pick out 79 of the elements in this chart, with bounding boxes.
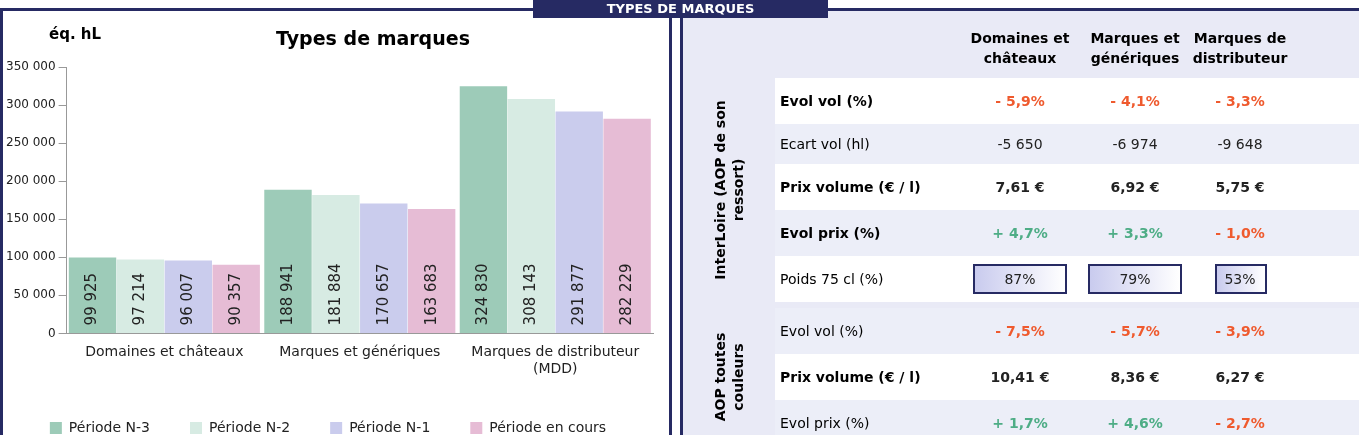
data-label: 97 214 — [130, 272, 149, 326]
text: 10,41 € — [990, 369, 1050, 385]
text: -5 650 — [997, 136, 1043, 152]
text: + 4,7% — [992, 225, 1048, 241]
y-tick-label: 150 000 — [6, 211, 56, 226]
bar — [360, 203, 408, 333]
bar — [603, 118, 651, 333]
y-tick-label: 200 000 — [6, 173, 56, 188]
y-axis-title: éq. hL — [49, 25, 102, 43]
text: 8,36 € — [1110, 369, 1160, 385]
data-label: 291 877 — [569, 263, 588, 326]
text: - 4,1% — [1110, 93, 1160, 109]
y-tick-label: 250 000 — [6, 135, 56, 150]
category-label: Evol vol (%) — [780, 323, 864, 339]
bar — [264, 189, 312, 333]
text: - 7,5% — [995, 323, 1045, 339]
category-label: Evol prix (%) — [780, 415, 870, 431]
x-tick-label: Marques et génériques — [279, 343, 441, 360]
data-label: 282 229 — [616, 263, 635, 326]
legend-label: Période N-2 — [209, 418, 291, 435]
data-label: 181 884 — [325, 263, 344, 326]
legend-label: Période en cours — [489, 418, 607, 435]
text: 87% — [1004, 271, 1036, 287]
category-label: Marques et génériques — [1090, 30, 1180, 66]
y-tick-label: 50 000 — [13, 287, 56, 302]
bar — [68, 257, 117, 333]
data-label: 188 941 — [277, 263, 296, 326]
text: + 3,3% — [1107, 225, 1163, 241]
text: 53% — [1224, 271, 1256, 287]
text: - 3,9% — [1215, 323, 1265, 339]
category-label: Evol prix (%) — [780, 225, 881, 241]
category-label: Evol vol (%) — [780, 93, 874, 109]
bar — [164, 260, 212, 333]
chart-title: Types de marques — [276, 27, 470, 49]
text: - 5,7% — [1110, 323, 1160, 339]
category-label: Ecart vol (hl) — [780, 136, 870, 152]
category-label: Prix volume (€ / l) — [780, 179, 921, 195]
y-tick-label: 350 000 — [6, 59, 56, 74]
bar — [507, 99, 556, 333]
data-label: 96 007 — [178, 272, 197, 326]
data-label: 99 925 — [82, 272, 101, 326]
text: - 5,9% — [995, 93, 1045, 109]
bar — [555, 111, 603, 333]
text: -6 974 — [1112, 136, 1158, 152]
x-tick-label: Marques de distributeur (MDD) — [471, 343, 640, 377]
legend-label: Période N-3 — [68, 418, 151, 435]
y-tick-label: 300 000 — [6, 97, 56, 112]
data-label: 170 657 — [373, 263, 392, 326]
text: 6,27 € — [1215, 369, 1265, 385]
text: InterLoire (AOP de son ressort) — [711, 99, 747, 282]
text: - 3,3% — [1215, 93, 1265, 109]
data-label: 163 683 — [421, 263, 440, 326]
x-tick-label: Domaines et châteaux — [85, 343, 244, 360]
bar — [312, 195, 360, 333]
y-tick-label: 100 000 — [6, 249, 56, 264]
text: TYPES DE MARQUES — [533, 0, 828, 18]
legend-label: Période N-1 — [349, 418, 431, 435]
data-label: 90 357 — [226, 272, 245, 326]
data-label: 308 143 — [521, 263, 540, 326]
category-label: Poids 75 cl (%) — [780, 271, 884, 287]
bar — [459, 86, 508, 333]
category-label: Marques de distributeur — [1191, 29, 1289, 68]
category-label: Domaines et châteaux — [969, 29, 1071, 68]
bar — [116, 259, 165, 333]
data-label: 324 830 — [473, 263, 492, 326]
bar — [212, 264, 260, 333]
text: - 1,0% — [1215, 225, 1265, 241]
text: 6,92 € — [1110, 179, 1160, 195]
text: + 1,7% — [992, 415, 1048, 431]
text: 79% — [1119, 271, 1151, 287]
text: 5,75 € — [1215, 179, 1265, 195]
text: AOP toutes couleurs — [711, 331, 747, 424]
text: -9 648 — [1217, 136, 1263, 152]
category-label: Prix volume (€ / l) — [780, 369, 921, 385]
text: 7,61 € — [995, 179, 1045, 195]
y-tick-label: 0 — [47, 325, 56, 340]
text: - 2,7% — [1215, 415, 1265, 431]
bar — [407, 208, 456, 333]
text: + 4,6% — [1107, 415, 1163, 431]
